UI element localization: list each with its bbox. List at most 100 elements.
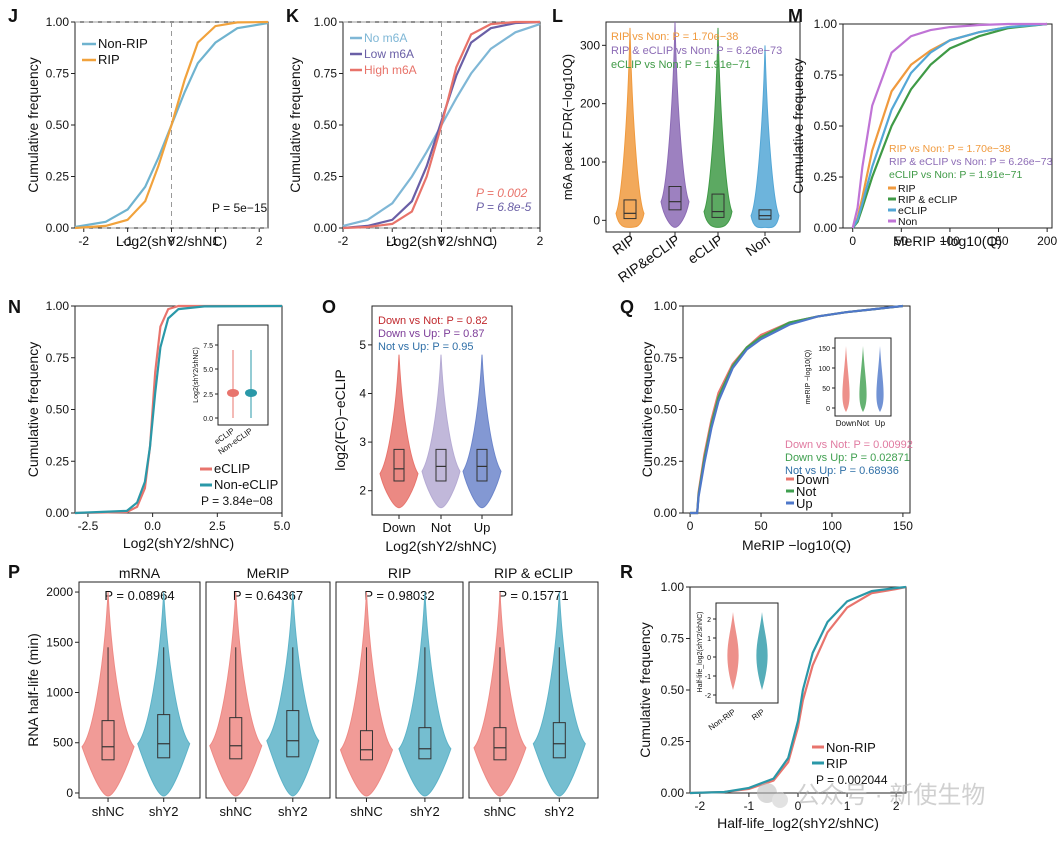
inset-violin — [756, 612, 768, 690]
panel-letter-Q: Q — [620, 297, 634, 317]
wechat-icon — [757, 783, 777, 803]
p-value-3: Not vs Up: P = 0.68936 — [785, 465, 899, 477]
inset-frame — [217, 324, 269, 426]
x-tick-label: -2 — [338, 234, 349, 248]
panel-letter-L: L — [552, 6, 563, 26]
y-tick-label: 1.00 — [814, 17, 838, 31]
inset-ylabel: meRIP −log10(Q) — [805, 350, 812, 405]
p-value-2: Down vs Up: P = 0.87 — [378, 328, 485, 340]
x-tick-label: Up — [474, 520, 491, 535]
x-tick-label: 1 — [487, 234, 494, 248]
facet-title: mRNA — [119, 565, 161, 581]
violin-2 — [703, 27, 733, 228]
p-value: eCLIP vs Non: P = 1.91e−71 — [889, 169, 1022, 181]
x-axis-label: MeRIP −log10(Q) — [893, 233, 1002, 249]
panel-n: 0.000.250.500.751.00-2.5 0.0 2.5 5.0Log2(sh… — [25, 299, 291, 551]
inset-ylabel: Half-life_log2(shY2/shNC) — [697, 612, 704, 693]
x-tick-label: shNC — [220, 804, 253, 819]
y-tick-label: 0.75 — [654, 351, 678, 365]
x-tick-label: shY2 — [278, 804, 308, 819]
y-tick-label: 0.50 — [654, 403, 678, 417]
inset-tick-label: 2.5 — [203, 392, 213, 399]
panel-m: 0.00 0.25 0.50 0.75 1.00 0 50 100 150 200 MeRIP −l… — [790, 17, 1057, 249]
y-axis-label: Cumulative frequency — [25, 57, 41, 192]
y-tick-label: 0.00 — [314, 221, 338, 235]
series-line-eclip — [851, 22, 1048, 229]
y-tick-label: 1.00 — [661, 580, 685, 594]
x-axis-label: Log2(shY2/shNC) — [386, 233, 497, 249]
x-tick-label: 150 — [893, 519, 913, 533]
y-tick-label: 0.50 — [814, 119, 838, 133]
series-line-high-m6a — [342, 20, 540, 230]
p-value: P = 0.002044 — [816, 773, 888, 787]
y-tick-label: 0 — [66, 786, 73, 800]
p-value-1: Down vs Not: P = 0.00992 — [785, 439, 913, 451]
x-tick-label: -1 — [387, 234, 398, 248]
box-1 — [668, 186, 682, 211]
facet-1: MeRIP P = 0.64367 shNC shY2 — [205, 565, 331, 819]
x-tick-label: 0 — [795, 799, 802, 813]
inset-tick-label: 0.0 — [203, 416, 213, 423]
x-tick-label: -1 — [744, 799, 755, 813]
y-tick-label: 0.25 — [654, 454, 678, 468]
y-axis-label: Cumulative frequency — [790, 58, 806, 193]
y-tick-label: 1500 — [46, 635, 73, 649]
plot-frame — [605, 21, 801, 233]
p-value: P = 5e−15 — [212, 201, 267, 215]
y-tick-label: 0.75 — [46, 351, 70, 365]
y-axis-label: Cumulative frequency — [25, 342, 41, 477]
facet-2: RIP P = 0.98032 shNC shY2 — [335, 565, 464, 819]
inset-tick-label: 0 — [707, 655, 711, 662]
watermark-text: 公众号 · 新使生物 — [796, 782, 985, 809]
box-2 — [711, 193, 725, 218]
x-tick-label: 1 — [844, 799, 851, 813]
x-tick-label: Non — [743, 231, 773, 259]
legend-item: No m6A — [364, 31, 407, 45]
facet-p-value: P = 0.15771 — [498, 588, 568, 603]
inset-ylabel: Log2(shY2/shNC) — [193, 347, 200, 403]
inset-violin — [876, 346, 884, 412]
legend-item: Down — [796, 472, 829, 487]
x-tick-label: Not — [431, 520, 452, 535]
series-line-eclip — [74, 304, 282, 515]
y-tick-label: 0.00 — [814, 221, 838, 235]
y-tick-label: 0.75 — [814, 68, 838, 82]
panel-letter-O: O — [322, 297, 336, 317]
inset-tick-label: 50 — [822, 386, 830, 393]
inset-violin — [842, 346, 850, 412]
y-tick-label: 0.50 — [46, 403, 70, 417]
y-tick-label: 2 — [359, 484, 366, 498]
legend-item: Non — [898, 216, 917, 228]
x-tick-label: 0.0 — [144, 519, 161, 533]
legend-non-rip: Non-RIP — [98, 36, 148, 51]
x-tick-label: 100 — [940, 234, 960, 248]
y-tick-label: 0.50 — [46, 118, 70, 132]
x-tick-label: 2 — [256, 234, 263, 248]
inset-category: RIP — [750, 707, 766, 722]
panel-p: RNA half-life (min) 0 500 1000 1500 2000 mRNA P… — [25, 565, 599, 819]
y-tick-label: 0.25 — [314, 170, 338, 184]
box-3 — [758, 209, 772, 220]
violin-0 — [615, 27, 645, 228]
y-tick-label: 0.00 — [46, 506, 70, 520]
inset-category: Down — [836, 419, 856, 428]
violin-1 — [660, 21, 690, 228]
x-tick-label: 200 — [1037, 234, 1057, 248]
panel-letter-K: K — [286, 6, 299, 26]
x-tick-label: RIP — [609, 231, 637, 257]
y-axis-label: Cumulative frequency — [287, 57, 303, 192]
panel-letter-P: P — [8, 562, 20, 582]
panel-o: 2 3 4 5 log2(FC)−eCLIP Down Not Up Log2(shY2/shN… — [332, 305, 513, 554]
series-line-non — [851, 22, 1048, 229]
y-tick-label: 1.00 — [314, 15, 338, 29]
x-tick-label: 50 — [754, 519, 768, 533]
box-1 — [435, 448, 447, 482]
inset-tick-label: 0 — [826, 406, 830, 413]
panel-letter-M: M — [788, 6, 803, 26]
p-value-3: eCLIP vs Non: P = 1.91e−71 — [611, 59, 751, 71]
x-tick-label: 2.5 — [209, 519, 226, 533]
legend-item: Up — [796, 496, 813, 511]
x-tick-label: shNC — [484, 804, 517, 819]
x-tick-label: 150 — [989, 234, 1009, 248]
